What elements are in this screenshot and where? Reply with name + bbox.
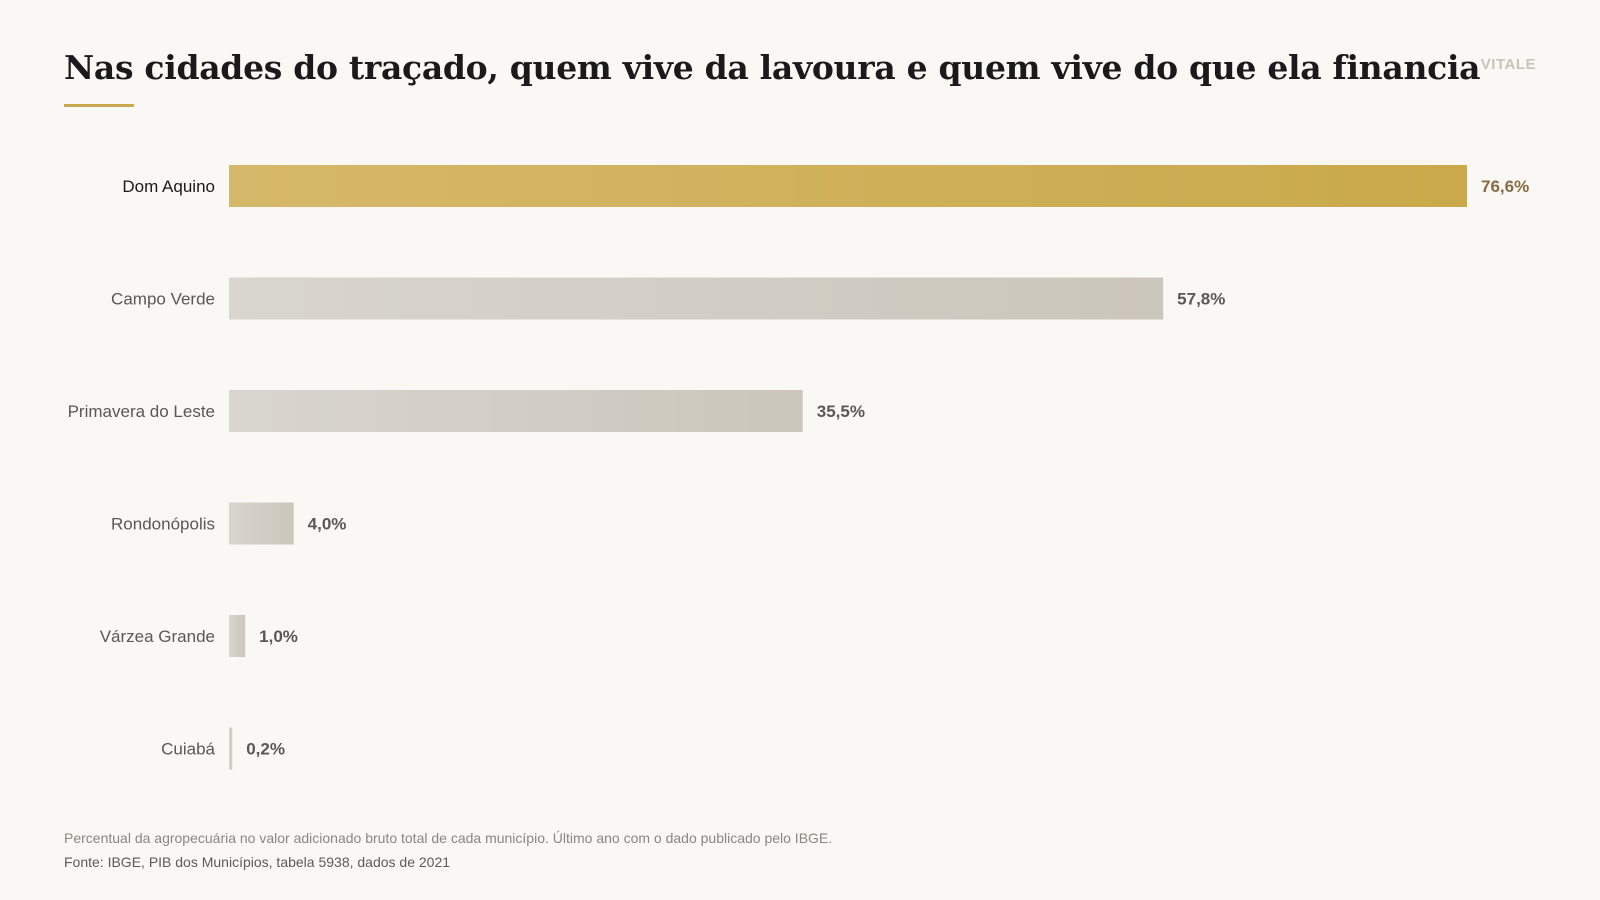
- bar: [229, 615, 246, 657]
- value-label: 1,0%: [259, 627, 298, 646]
- category-label: Rondonópolis: [111, 515, 215, 534]
- brand-logo: VITALE: [1480, 56, 1536, 73]
- value-label: 76,6%: [1481, 177, 1529, 196]
- chart-source: Fonte: IBGE, PIB dos Municípios, tabela …: [64, 854, 451, 870]
- bar: [229, 165, 1467, 207]
- value-label: 57,8%: [1177, 290, 1225, 309]
- category-label: Campo Verde: [111, 290, 215, 309]
- chart-footnote: Percentual da agropecuária no valor adic…: [64, 830, 833, 846]
- category-label: Dom Aquino: [122, 177, 215, 196]
- category-label: Primavera do Leste: [68, 402, 215, 421]
- category-label: Cuiabá: [161, 740, 215, 759]
- chart-title: Nas cidades do traçado, quem vive da lav…: [64, 48, 1481, 87]
- bar: [229, 727, 233, 770]
- bar: [229, 390, 803, 432]
- bar: [229, 277, 1164, 320]
- value-label: 4,0%: [308, 515, 347, 534]
- category-label: Várzea Grande: [100, 627, 215, 646]
- title-underline: [64, 104, 134, 107]
- bar: [229, 502, 294, 545]
- value-label: 35,5%: [817, 402, 865, 421]
- value-label: 0,2%: [246, 740, 285, 759]
- bar-chart: Dom Aquino 76,6% Campo Verde 57,8% Primavera…: [68, 165, 1529, 770]
